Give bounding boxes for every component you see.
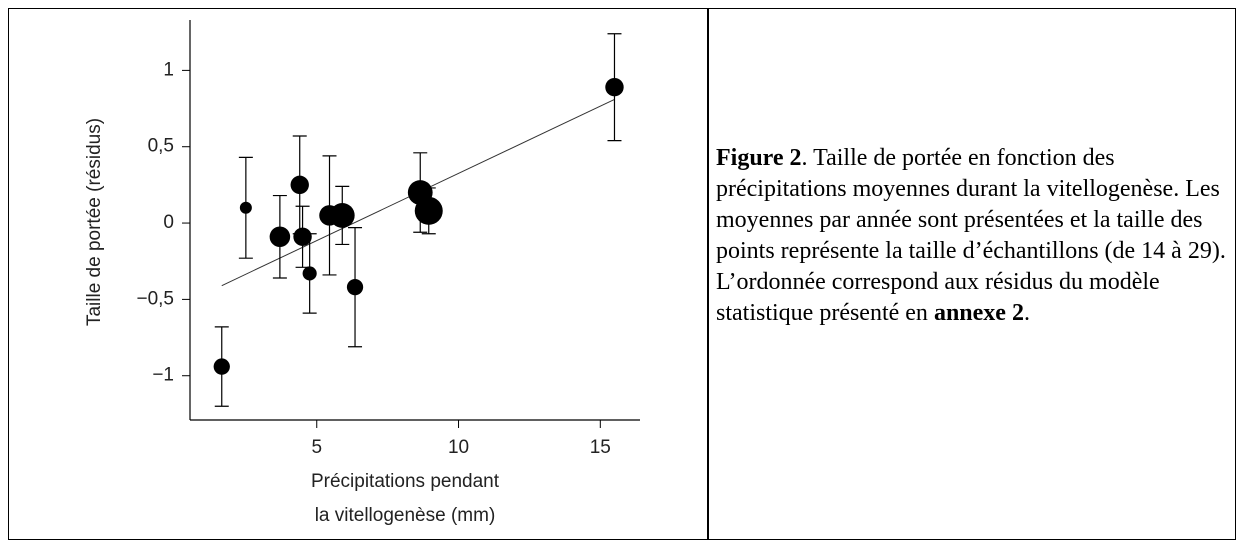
point: [213, 358, 230, 375]
caption: Figure 2. Taille de portée en fonction d…: [716, 143, 1231, 329]
y-tick-label: 0: [163, 212, 174, 233]
x-axis-label: la vitellogenèse (mm): [315, 505, 496, 526]
x-tick-label: 15: [590, 437, 611, 458]
table-border: [8, 8, 1236, 540]
y-tick-label: −1: [152, 365, 174, 386]
y-axis-label: Taille de portée (résidus): [84, 118, 105, 326]
caption-end: .: [1023, 300, 1030, 326]
cell-divider: [707, 8, 709, 540]
point: [414, 196, 443, 225]
point: [290, 175, 309, 195]
x-tick-label: 5: [311, 437, 322, 458]
x-tick-label: 10: [448, 437, 469, 458]
point: [302, 266, 317, 281]
y-tick-label: 1: [163, 59, 174, 80]
caption-label: Figure 2: [716, 145, 802, 171]
point: [269, 226, 291, 248]
point: [346, 279, 364, 296]
caption-text: . Taille de portée en fonction des préci…: [716, 145, 1226, 326]
x-axis-label: Précipitations pendant: [311, 471, 500, 492]
y-tick-label: −0,5: [136, 288, 174, 309]
point: [293, 227, 312, 246]
point: [239, 201, 252, 214]
point: [605, 77, 624, 97]
y-tick-label: 0,5: [148, 136, 174, 157]
point: [329, 203, 355, 228]
caption-ref: annexe 2: [933, 300, 1024, 326]
